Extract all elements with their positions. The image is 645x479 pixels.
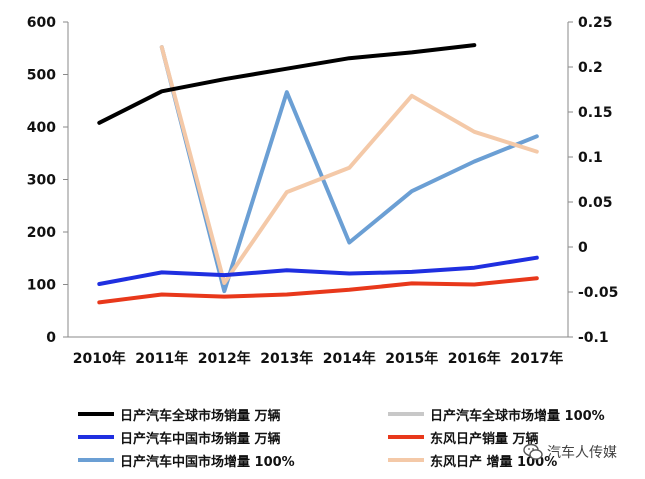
legend-swatch (78, 412, 114, 416)
y-right-tick-label: 0.15 (578, 105, 613, 121)
x-tick-label: 2016年 (448, 350, 501, 367)
wechat-icon (523, 443, 543, 460)
legend-label: 东风日产 增量 100% (430, 454, 558, 470)
legend-label: 日产汽车全球市场增量 100% (430, 408, 605, 424)
x-tick-label: 2014年 (323, 350, 376, 367)
y-left-tick-label: 600 (27, 15, 56, 31)
legend-item: 东风日产 增量 100% (388, 450, 557, 470)
y-right-tick-label: 0.05 (578, 195, 613, 211)
series-line-0 (97, 43, 477, 125)
y-right-tick-label: 0.25 (578, 15, 613, 31)
legend-label: 日产汽车中国市场销量 万辆 (120, 431, 281, 447)
legend-label: 日产汽车中国市场增量 100% (120, 454, 295, 470)
legend-swatch (78, 458, 114, 462)
x-tick-label: 2012年 (198, 350, 251, 367)
legend-swatch (388, 458, 424, 462)
legend-item: 日产汽车全球市场销量 万辆 (78, 404, 281, 424)
legend-swatch (388, 435, 424, 439)
x-tick-label: 2010年 (73, 350, 126, 367)
chart-legend: 日产汽车全球市场销量 万辆 日产汽车全球市场增量 100% 日产汽车中国市场销量 万… (70, 398, 640, 470)
legend-item: 日产汽车全球市场增量 100% (388, 404, 605, 424)
legend-label: 东风日产销量 万辆 (430, 431, 539, 447)
series-line-3 (97, 276, 539, 305)
chart: 0 100 200 300 400 500 600 -0.1 -0.05 0 0.05 0.1 0.15… (27, 15, 619, 367)
legend-item: 东风日产销量 万辆 (388, 427, 539, 447)
y-left-tick-label: 500 (27, 68, 56, 84)
x-tick-label: 2015年 (385, 350, 438, 367)
watermark: 汽车人传媒 (523, 440, 617, 464)
chart-tick-labels: 0 100 200 300 400 500 600 -0.1 -0.05 0 0.05 0.1 0.15… (27, 15, 619, 367)
watermark-text: 汽车人传媒 (547, 445, 617, 461)
x-tick-label: 2017年 (510, 350, 563, 367)
chart-axes (63, 21, 573, 338)
y-left-tick-label: 200 (27, 225, 56, 241)
chart-series-lines (97, 43, 539, 305)
y-right-tick-label: 0.2 (578, 60, 603, 76)
series-line-4 (159, 45, 539, 294)
y-right-tick-label: 0.1 (578, 150, 603, 166)
legend-item: 日产汽车中国市场销量 万辆 (78, 427, 281, 447)
y-left-tick-label: 0 (46, 330, 56, 346)
x-tick-label: 2013年 (260, 350, 313, 367)
legend-swatch (388, 412, 424, 416)
legend-label: 日产汽车全球市场销量 万辆 (120, 408, 281, 424)
y-left-tick-label: 300 (27, 173, 56, 189)
y-left-tick-label: 400 (27, 120, 56, 136)
series-line-2 (97, 255, 539, 286)
y-right-tick-label: -0.05 (578, 285, 618, 301)
legend-item: 日产汽车中国市场增量 100% (78, 450, 295, 470)
x-tick-label: 2011年 (135, 350, 188, 367)
y-right-tick-label: 0 (578, 240, 588, 256)
legend-swatch (78, 435, 114, 439)
series-line-5 (159, 45, 539, 285)
y-right-tick-label: -0.1 (578, 330, 609, 346)
y-left-tick-label: 100 (27, 278, 56, 294)
